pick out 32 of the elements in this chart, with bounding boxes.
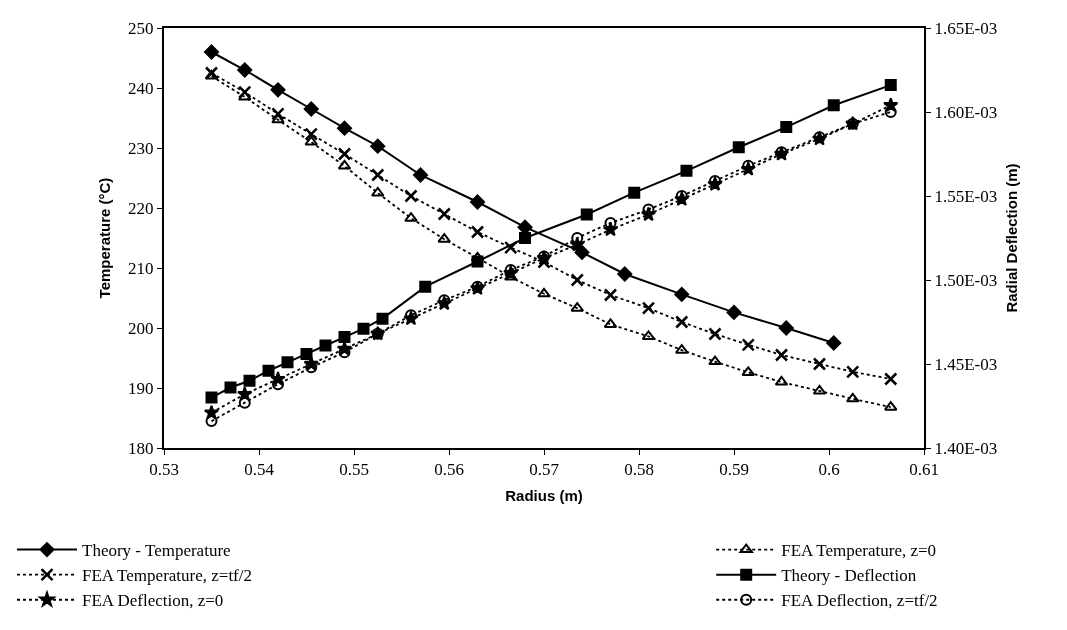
y2-tick-label: 1.60E-03 <box>934 102 998 122</box>
y-tick-label: 200 <box>128 318 154 338</box>
x-tick-label: 0.55 <box>339 460 369 480</box>
legend-label: FEA Temperature, z=tf/2 <box>82 566 253 586</box>
y-tick-label: 240 <box>128 78 154 98</box>
x-tick-label: 0.56 <box>434 460 464 480</box>
legend-label: FEA Deflection, z=0 <box>82 591 224 611</box>
y2-tick-label: 1.40E-03 <box>934 438 998 458</box>
y-tick-label: 230 <box>128 138 154 158</box>
y2-tick-label: 1.55E-03 <box>934 186 998 206</box>
x-tick-label: 0.54 <box>244 460 275 480</box>
y2-tick-label: 1.50E-03 <box>934 270 998 290</box>
y2-tick-label: 1.65E-03 <box>934 18 998 38</box>
x-axis-title: Radius (m) <box>505 486 583 504</box>
y-axis-title: Temperature (°C) <box>95 177 113 299</box>
y-tick-label: 220 <box>128 198 154 218</box>
legend-label: FEA Temperature, z=0 <box>781 541 937 561</box>
x-tick-label: 0.57 <box>529 460 560 480</box>
legend-label: Theory - Deflection <box>781 566 917 586</box>
y-tick-label: 180 <box>128 438 154 458</box>
legend-label: FEA Deflection, z=tf/2 <box>781 591 938 611</box>
x-tick-label: 0.61 <box>909 460 939 480</box>
x-tick-label: 0.6 <box>818 460 840 480</box>
y-tick-label: 190 <box>128 378 154 398</box>
y2-axis-title: Radial Deflection (m) <box>1002 163 1020 313</box>
legend-label: Theory - Temperature <box>82 541 231 561</box>
y2-tick-label: 1.45E-03 <box>934 354 998 374</box>
x-tick-label: 0.59 <box>719 460 749 480</box>
y-tick-label: 210 <box>128 258 154 278</box>
y-tick-label: 250 <box>128 18 154 38</box>
x-tick-label: 0.53 <box>149 460 179 480</box>
x-tick-label: 0.58 <box>624 460 654 480</box>
